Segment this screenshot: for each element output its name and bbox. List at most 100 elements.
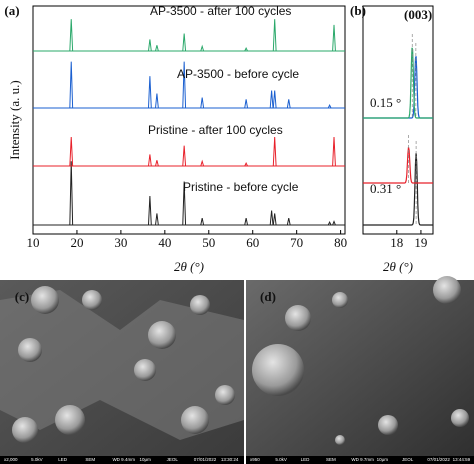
info-text: LED [301,457,311,462]
texture [0,290,244,440]
series-label: AP-3500 - after 100 cycles [150,4,291,18]
info-text: LED [58,457,68,462]
particle [181,406,209,434]
peak [182,145,187,167]
info-text: x2,000 [4,457,18,462]
info-text: SEM [326,457,336,462]
peak [155,45,159,52]
peak [272,90,277,109]
x-axis-label: 2θ (°) [174,259,204,274]
info-text: 07/01/2022 [194,457,217,462]
x-tick-label: 80 [334,235,347,250]
panel-label: (b) [350,3,366,18]
info-bar [0,456,244,464]
info-text: 07/01/2022 [427,457,450,462]
peak [286,217,291,226]
peak [244,217,249,226]
peak [200,159,205,167]
peak [363,147,433,184]
particle [378,415,398,435]
peak [147,154,152,167]
peak [272,213,277,226]
peak [332,136,336,167]
annotation: 0.31 ° [370,181,401,196]
plot-frame [362,5,434,235]
info-text: 10μm [140,457,152,462]
x-tick-label: 70 [290,235,303,250]
peak [269,90,274,109]
peak [272,19,277,52]
particle [31,286,59,314]
particle [12,417,38,443]
x-tick-label: 50 [202,235,215,250]
x-tick-label: 10 [27,235,40,250]
x-tick-label: 20 [70,235,83,250]
peak [200,44,205,52]
particle [148,321,176,349]
series-label: Pristine - after 100 cycles [148,123,283,137]
annotation: 0.15 ° [370,95,401,110]
series-label: AP-3500 - before cycle [177,67,299,81]
particle [285,305,311,331]
peak [69,136,74,167]
peak [363,152,433,226]
peak [244,161,248,167]
plot-frame [32,5,346,235]
info-text: JEOL [402,457,414,462]
peak [269,210,274,226]
peak [155,213,159,226]
peak [155,160,159,167]
peak [272,136,277,167]
panel-label: (d) [260,289,276,304]
y-axis-label: Intensity (a. u.) [7,80,22,159]
peak [244,99,249,109]
peak [182,33,187,52]
info-bar [246,456,474,464]
peak [147,195,152,226]
particle [451,409,469,427]
particle [433,276,461,304]
peak [332,220,336,226]
peak [147,76,152,109]
panel-label: (a) [4,3,19,18]
x-tick-label: 18 [390,235,403,250]
series-label: Pristine - before cycle [183,180,299,194]
particle [55,405,85,435]
info-text: WD 9.4mm [112,457,135,462]
peak [200,97,205,109]
particle [82,290,102,310]
info-text: SEM [85,457,95,462]
particle [252,344,304,396]
x-tick-label: 30 [114,235,127,250]
sem-c [0,280,244,464]
peak [155,93,159,109]
peak [327,220,332,226]
particle [18,338,42,362]
particle [134,359,156,381]
peak [200,217,205,226]
x-axis-label: 2θ (°) [383,259,413,274]
particle [332,292,348,308]
peak [182,61,187,109]
particle [215,385,235,405]
info-text: 13:30:24 [221,457,239,462]
peak [69,61,74,109]
info-text: WD 9.7mm [351,457,374,462]
sem-d [246,276,474,464]
panel-label: (c) [15,289,29,304]
peak [244,46,248,52]
peak [69,161,74,226]
peak [332,24,336,52]
info-text: 5.0kV [275,457,287,462]
info-text: JEOL [167,457,179,462]
peak [286,99,291,109]
x-tick-label: 60 [246,235,259,250]
x-tick-label: 40 [158,235,171,250]
info-text: x950 [250,457,260,462]
peak [147,39,152,52]
peak [69,19,74,52]
info-text: 13:44:59 [453,457,471,462]
peak [182,181,187,226]
peak-label: (003) [404,7,432,22]
